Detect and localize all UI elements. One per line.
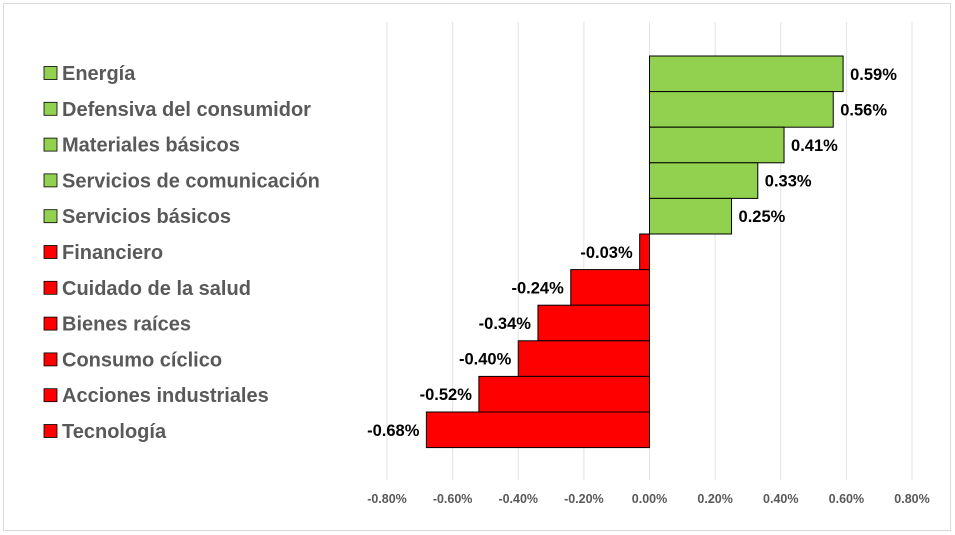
legend-swatch [43, 352, 58, 367]
x-tick-label: 0.20% [697, 492, 732, 506]
legend-item: Acciones industriales [43, 385, 269, 407]
legend-label: Financiero [62, 242, 163, 264]
legend-label: Energía [62, 63, 136, 85]
data-label: 0.33% [765, 173, 812, 191]
data-label: -0.34% [479, 315, 532, 333]
bar [425, 411, 650, 449]
legend-label: Bienes raíces [62, 314, 191, 336]
bar [649, 55, 844, 93]
legend-item: Servicios básicos [43, 206, 231, 228]
legend-swatch [43, 137, 58, 152]
x-tick-label: -0.40% [498, 492, 538, 506]
legend-label: Acciones industriales [62, 385, 269, 407]
bar [517, 340, 650, 377]
bar [570, 269, 650, 306]
x-tick-label: -0.80% [367, 492, 407, 506]
data-label: 0.25% [739, 208, 786, 226]
data-labels: 0.59% 0.56%0.41% 0.33% 0.25% -0.03% -0.24% -0.… [367, 66, 897, 440]
legend-item: Defensiva del consumidor [43, 99, 311, 121]
x-tick-label: -0.20% [564, 492, 604, 506]
legend-label: Servicios básicos [62, 206, 231, 228]
legend-swatch [43, 101, 58, 116]
legend-swatch [43, 209, 58, 224]
gridlines [386, 22, 913, 480]
legend-label: Defensiva del consumidor [62, 99, 311, 121]
x-tick-label: 0.40% [763, 492, 798, 506]
x-tick-label: 0.60% [829, 492, 864, 506]
data-label: 0.56% [840, 101, 887, 119]
x-tick-label: -0.60% [433, 492, 473, 506]
bar [639, 233, 650, 271]
data-label: -0.03% [580, 244, 633, 262]
legend-label: Cuidado de la salud [62, 278, 251, 300]
legend-swatch [43, 280, 58, 295]
legend-item: Bienes raíces [43, 314, 191, 336]
legend-item: Consumo cíclico [43, 349, 222, 371]
legend-swatch [43, 173, 58, 188]
legend-label: Tecnología [62, 421, 167, 443]
legend-item: Financiero [43, 242, 163, 264]
legend-swatch [43, 245, 58, 259]
bar [537, 304, 650, 342]
x-axis-ticks: -0.80% -0.60% -0.40% -0.20% 0.00% 0.20% 0.40% 0… [367, 492, 930, 506]
legend-swatch [43, 316, 58, 331]
data-label: -0.24% [511, 279, 564, 297]
legend-item: Servicios de comunicación [43, 170, 320, 192]
data-label: -0.52% [420, 386, 473, 404]
data-label: 0.41% [791, 137, 838, 155]
data-label: -0.68% [367, 422, 420, 440]
bar [649, 162, 759, 199]
legend-swatch [43, 424, 58, 438]
x-tick-label: 0.00% [632, 492, 667, 506]
legend-swatch [43, 66, 58, 80]
data-label: 0.59% [850, 66, 897, 84]
bars [425, 55, 844, 449]
data-label: -0.40% [459, 351, 512, 369]
legend-item: Energía [43, 63, 136, 85]
legend-item: Tecnología [43, 421, 167, 443]
x-tick-label: 0.80% [894, 492, 929, 506]
bar [649, 91, 834, 128]
bar [478, 375, 650, 413]
legend: Energía Defensiva del consumidor Materiale… [43, 63, 320, 443]
legend-label: Servicios de comunicación [62, 170, 320, 192]
legend-label: Consumo cíclico [62, 349, 222, 371]
bar [649, 197, 733, 235]
legend-item: Cuidado de la salud [43, 278, 251, 300]
legend-item: Materiales básicos [43, 135, 240, 157]
legend-swatch [43, 388, 58, 403]
legend-label: Materiales básicos [62, 135, 240, 157]
bar [649, 126, 785, 164]
